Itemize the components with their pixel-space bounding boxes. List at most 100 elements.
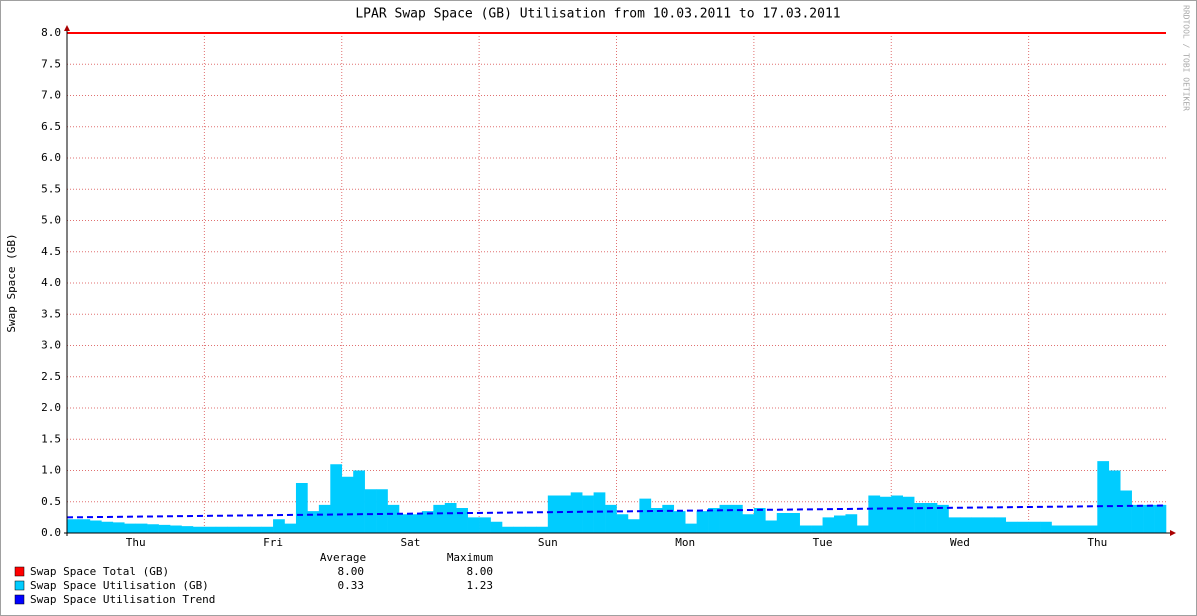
- area-bar: [215, 526, 228, 533]
- x-tick-label: Thu: [126, 536, 146, 549]
- area-bar: [891, 495, 903, 533]
- area-bar: [730, 504, 743, 533]
- area-bar: [662, 504, 675, 533]
- area-bar: [593, 492, 606, 533]
- legend-stat: 8.00: [467, 565, 494, 578]
- area-bar: [685, 523, 697, 533]
- area-bar: [1017, 521, 1029, 533]
- area-bar: [89, 520, 102, 533]
- area-bar: [421, 511, 434, 533]
- y-tick-label: 6.0: [41, 151, 61, 164]
- area-bar: [868, 495, 881, 533]
- watermark: RRDTOOL / TOBI OETIKER: [1182, 5, 1191, 111]
- y-tick-label: 2.5: [41, 370, 61, 383]
- area-bar: [490, 521, 503, 533]
- area-bar: [559, 495, 572, 533]
- area-bar: [639, 498, 652, 533]
- area-bar: [1028, 521, 1041, 533]
- legend-swatch: [14, 594, 25, 605]
- area-bar: [295, 483, 308, 533]
- area-bar: [902, 496, 915, 533]
- area-bar: [708, 508, 720, 533]
- x-tick-label: Tue: [813, 536, 833, 549]
- area-bar: [181, 526, 194, 533]
- area-bar: [135, 523, 148, 533]
- area-bar: [776, 513, 789, 533]
- area-bar: [879, 496, 892, 533]
- area-bar: [696, 511, 709, 533]
- area-bar: [616, 514, 629, 533]
- legend-stat: 1.23: [467, 579, 494, 592]
- legend-stat: 0.33: [338, 579, 365, 592]
- area-bar: [192, 526, 205, 533]
- area-bar: [67, 519, 79, 533]
- stats-header: Average: [320, 551, 366, 564]
- area-bar: [1005, 521, 1018, 533]
- area-bar: [502, 526, 514, 533]
- area-bar: [582, 495, 594, 533]
- y-axis-label: Swap Space (GB): [5, 233, 18, 332]
- area-bar: [765, 520, 778, 533]
- area-bar: [1040, 521, 1052, 533]
- area-bar: [376, 489, 388, 533]
- area-bar: [1143, 504, 1155, 533]
- x-tick-label: Sat: [401, 536, 421, 549]
- y-tick-label: 7.0: [41, 89, 61, 102]
- area-bar: [834, 515, 846, 533]
- x-tick-label: Sun: [538, 536, 558, 549]
- area-bar: [204, 526, 217, 533]
- area-bar: [959, 517, 972, 533]
- area-bar: [227, 526, 240, 533]
- area-bar: [605, 504, 617, 533]
- area-bar: [1062, 525, 1075, 533]
- y-tick-label: 5.5: [41, 182, 61, 195]
- area-bar: [1085, 525, 1098, 533]
- area-bar: [845, 514, 858, 533]
- y-tick-label: 4.0: [41, 276, 61, 289]
- area-bar: [1131, 504, 1144, 533]
- area-bar: [753, 508, 766, 533]
- area-bar: [341, 476, 354, 533]
- area-bar: [673, 511, 686, 533]
- area-bar: [307, 511, 320, 533]
- area-bar: [78, 519, 91, 533]
- area-bar: [799, 525, 812, 533]
- area-bar: [627, 519, 640, 533]
- area-bar: [513, 526, 526, 533]
- area-bar: [456, 508, 468, 533]
- area-bar: [398, 514, 411, 533]
- area-bar: [742, 514, 755, 533]
- area-bar: [524, 526, 537, 533]
- y-tick-label: 7.5: [41, 57, 61, 70]
- area-bar: [719, 504, 732, 533]
- x-tick-label: Fri: [263, 536, 283, 549]
- area-bar: [856, 525, 869, 533]
- area-bar: [158, 524, 171, 533]
- area-bar: [1108, 470, 1121, 533]
- stats-header: Maximum: [447, 551, 494, 564]
- area-bar: [925, 503, 938, 533]
- x-tick-label: Thu: [1087, 536, 1107, 549]
- area-bar: [284, 523, 297, 533]
- area-bar: [147, 524, 159, 533]
- area-bar: [1120, 490, 1132, 533]
- y-tick-label: 0.0: [41, 526, 61, 539]
- y-tick-label: 2.0: [41, 401, 61, 414]
- area-bar: [330, 464, 343, 533]
- area-bar: [650, 508, 663, 533]
- area-bar: [994, 517, 1007, 533]
- area-bar: [982, 517, 995, 533]
- y-tick-label: 3.5: [41, 307, 61, 320]
- legend-label: Swap Space Total (GB): [30, 565, 169, 578]
- area-bar: [811, 525, 823, 533]
- legend-stat: 8.00: [338, 565, 365, 578]
- y-tick-label: 5.0: [41, 214, 61, 227]
- x-tick-label: Wed: [950, 536, 970, 549]
- area-bar: [822, 517, 835, 533]
- area-bar: [238, 526, 251, 533]
- y-tick-label: 6.5: [41, 120, 61, 133]
- area-bar: [971, 517, 984, 533]
- legend-label: Swap Space Utilisation (GB): [30, 579, 209, 592]
- area-bar: [433, 504, 446, 533]
